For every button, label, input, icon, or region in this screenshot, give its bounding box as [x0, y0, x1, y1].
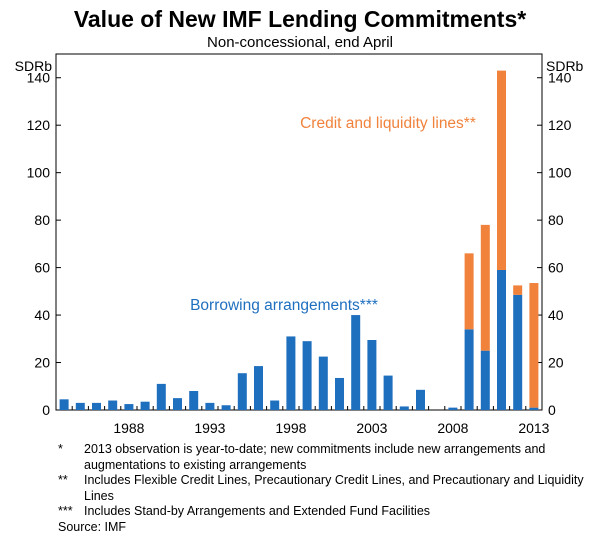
bar-chart: 0 20 40 60 80 100 120 140 0 20 40 60 80 100 120 140 19…	[15, 53, 584, 436]
x-axis: 1988 1993 1998 2003 2008 2013	[71, 406, 550, 436]
borrowing-bar-2002	[351, 315, 361, 410]
credit-bar-2009	[464, 253, 474, 330]
right-tick-label: 20	[548, 355, 564, 371]
right-tick-label: 40	[548, 307, 564, 323]
x-tick-label: 2013	[518, 420, 549, 436]
right-tick-label: 0	[548, 402, 556, 418]
borrowing-bar-1988	[124, 404, 134, 410]
borrowing-bar-2000	[318, 356, 328, 410]
credit-series-label: Credit and liquidity lines**	[300, 115, 476, 132]
borrowing-bar-1995	[237, 373, 247, 410]
right-tick-label: 100	[548, 165, 572, 181]
chart-subtitle: Non-concessional, end April	[207, 34, 393, 51]
footnote-marker: **	[58, 473, 68, 487]
borrowing-bar-1997	[270, 400, 280, 410]
x-tick-label: 2008	[437, 420, 468, 436]
left-y-axis: 0 20 40 60 80 100 120 140	[27, 70, 61, 418]
left-tick-label: 40	[34, 307, 50, 323]
right-tick-label: 80	[548, 212, 564, 228]
borrowing-bar-1999	[302, 341, 312, 410]
borrowing-bar-2003	[367, 339, 377, 410]
borrowing-bar-1991	[173, 398, 182, 410]
left-tick-label: 0	[42, 402, 50, 418]
right-tick-label: 120	[548, 117, 572, 133]
left-tick-label: 20	[34, 355, 50, 371]
footnote-2: ** Includes Flexible Credit Lines, Preca…	[58, 473, 588, 504]
borrowing-bar-1990	[156, 383, 166, 410]
left-axis-unit: SDRb	[15, 58, 53, 74]
borrowing-bar-2001	[335, 377, 344, 410]
borrowing-bar-1993	[205, 402, 215, 410]
borrowing-bar-2012	[513, 294, 523, 410]
footnote-3: *** Includes Stand-by Arrangements and E…	[58, 504, 588, 520]
borrowing-bar-2005	[399, 406, 409, 410]
left-tick-label: 120	[27, 117, 51, 133]
borrowing-bar-1986	[92, 402, 101, 410]
right-tick-label: 140	[548, 70, 572, 86]
borrowing-bar-1996	[254, 366, 263, 410]
borrowing-bar-2006	[416, 389, 425, 410]
left-tick-label: 60	[34, 260, 50, 276]
x-tick-label: 1998	[275, 420, 306, 436]
footnotes: * 2013 observation is year-to-date; new …	[58, 442, 588, 535]
borrowing-bar-1998	[286, 336, 296, 410]
x-tick-label: 2003	[356, 420, 387, 436]
borrowing-bar-2008	[448, 407, 458, 410]
footnote-1: * 2013 observation is year-to-date; new …	[58, 442, 588, 473]
borrowing-bar-2010	[480, 350, 490, 410]
right-y-axis: 0 20 40 60 80 100 120 140	[537, 70, 572, 418]
left-tick-label: 100	[27, 165, 51, 181]
borrowing-bar-2004	[383, 375, 393, 410]
footnote-text: Includes Stand-by Arrangements and Exten…	[84, 504, 431, 518]
bars	[59, 70, 539, 410]
borrowing-bar-1987	[108, 400, 118, 410]
left-tick-label: 140	[27, 70, 51, 86]
footnote-marker: *	[58, 442, 63, 456]
footnote-marker: ***	[58, 504, 73, 518]
footnote-text: Includes Flexible Credit Lines, Precauti…	[84, 473, 584, 503]
credit-bar-2010	[480, 224, 490, 351]
credit-bar-2013	[529, 283, 539, 408]
borrowing-bar-1989	[140, 401, 150, 410]
borrowing-bar-2009	[464, 329, 474, 410]
chart-title: Value of New IMF Lending Commitments*	[73, 6, 527, 32]
right-tick-label: 60	[548, 260, 564, 276]
borrowing-bar-2013	[529, 407, 539, 410]
borrowing-series-label: Borrowing arrangements***	[190, 297, 378, 314]
x-tick-label: 1988	[113, 420, 144, 436]
footnote-text: 2013 observation is year-to-date; new co…	[84, 442, 546, 472]
x-tick-label: 1993	[194, 420, 225, 436]
borrowing-bar-1985	[75, 402, 85, 410]
source-note: Source: IMF	[58, 519, 127, 534]
borrowing-bar-1994	[221, 405, 231, 410]
credit-bar-2011	[497, 70, 506, 270]
borrowing-bar-1992	[189, 391, 199, 410]
borrowing-bar-1984	[59, 399, 69, 410]
borrowing-bar-2011	[497, 269, 506, 410]
right-axis-unit: SDRb	[546, 58, 584, 74]
credit-bar-2012	[513, 285, 523, 295]
left-tick-label: 80	[34, 212, 50, 228]
